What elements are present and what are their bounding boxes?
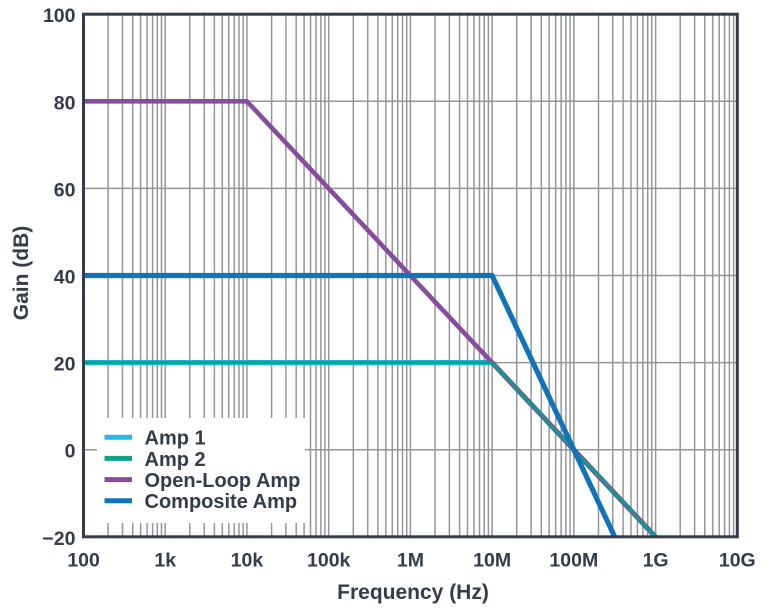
svg-text:Gain (dB): Gain (dB) xyxy=(10,226,33,321)
svg-text:Composite Amp: Composite Amp xyxy=(145,491,298,513)
svg-text:Open-Loop Amp: Open-Loop Amp xyxy=(145,470,301,492)
svg-text:10k: 10k xyxy=(231,550,264,572)
svg-text:10M: 10M xyxy=(473,550,511,572)
svg-text:60: 60 xyxy=(54,179,76,201)
svg-text:100: 100 xyxy=(43,5,76,27)
svg-text:1G: 1G xyxy=(643,550,669,572)
svg-text:20: 20 xyxy=(54,354,76,376)
svg-text:1k: 1k xyxy=(154,550,176,572)
svg-text:40: 40 xyxy=(54,267,76,289)
svg-text:10G: 10G xyxy=(719,550,756,572)
svg-text:0: 0 xyxy=(65,441,76,463)
svg-text:Amp 1: Amp 1 xyxy=(145,428,206,450)
svg-text:100M: 100M xyxy=(549,550,598,572)
svg-text:1M: 1M xyxy=(397,550,424,572)
svg-text:100k: 100k xyxy=(307,550,351,572)
svg-text:Frequency (Hz): Frequency (Hz) xyxy=(337,581,489,604)
svg-text:80: 80 xyxy=(54,92,76,114)
svg-text:100: 100 xyxy=(67,550,100,572)
svg-text:−20: −20 xyxy=(42,528,75,550)
svg-text:Amp 2: Amp 2 xyxy=(145,449,206,471)
